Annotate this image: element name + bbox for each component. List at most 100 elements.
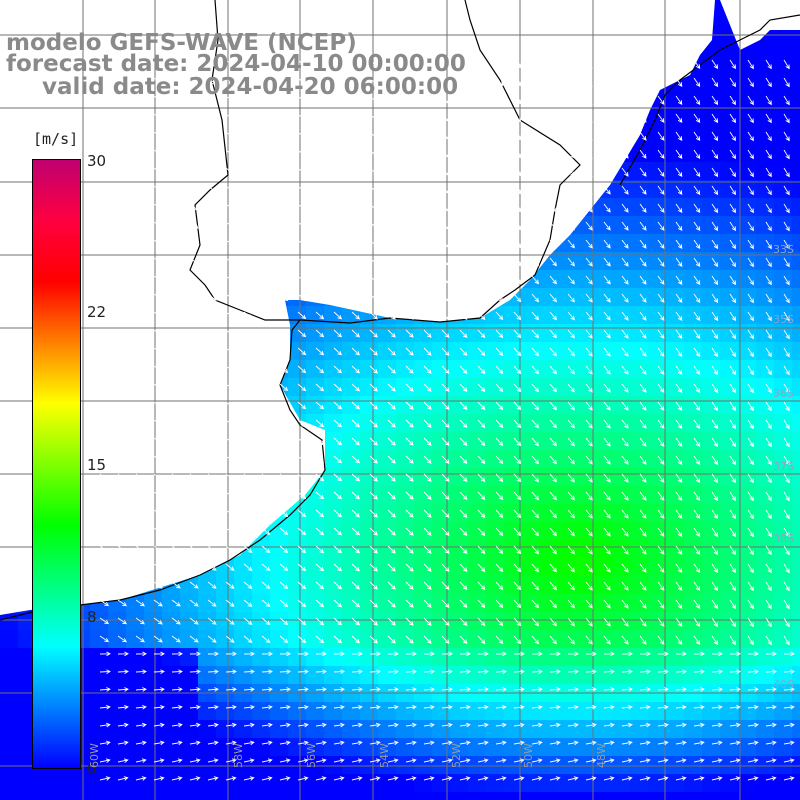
wind-arrow — [333, 491, 343, 500]
field-cell — [702, 612, 720, 630]
field-cell — [36, 774, 54, 792]
field-cell — [738, 522, 756, 540]
field-cell — [414, 360, 432, 378]
wind-arrow — [117, 419, 127, 427]
wind-arrow — [639, 635, 647, 645]
wind-arrow — [171, 491, 181, 499]
wind-arrow — [657, 59, 665, 69]
field-cell — [792, 126, 800, 144]
wind-arrow — [387, 203, 396, 212]
wind-arrow — [567, 509, 575, 519]
field-cell — [414, 396, 432, 414]
wind-arrow — [567, 455, 575, 465]
wind-arrow — [765, 669, 777, 674]
wind-arrow — [333, 149, 343, 158]
wind-arrow — [585, 687, 597, 692]
wind-arrow — [693, 509, 701, 520]
wind-arrow — [369, 473, 378, 482]
field-cell — [684, 306, 702, 324]
wind-arrow — [171, 545, 181, 553]
field-cell — [576, 450, 594, 468]
field-cell — [468, 468, 486, 486]
field-cell — [378, 504, 396, 522]
wind-arrow — [549, 221, 557, 231]
wind-arrow — [225, 221, 235, 229]
field-cell — [792, 108, 800, 126]
wind-arrow — [747, 669, 759, 674]
wind-arrow — [549, 131, 557, 141]
wind-arrow — [117, 491, 127, 499]
wind-arrow — [783, 257, 790, 268]
field-cell — [216, 756, 234, 774]
field-cell — [630, 630, 648, 648]
field-cell — [396, 630, 414, 648]
field-cell — [774, 180, 792, 198]
wind-arrow — [261, 221, 271, 230]
colorbar-tick-0: 0 — [87, 760, 97, 778]
wind-arrow — [405, 581, 414, 590]
wind-arrow — [459, 257, 468, 267]
wind-arrow — [783, 687, 795, 692]
field-cell — [288, 378, 306, 396]
wind-arrow — [315, 59, 325, 68]
wind-arrow — [243, 617, 253, 625]
wind-arrow — [243, 473, 253, 481]
field-cell — [378, 576, 396, 594]
field-cell — [324, 432, 342, 450]
wind-arrow — [405, 740, 417, 746]
wind-arrow — [189, 491, 199, 499]
wind-arrow — [459, 491, 468, 501]
wind-arrow — [585, 563, 593, 573]
wind-arrow — [747, 149, 754, 160]
wind-arrow — [603, 293, 611, 303]
wind-arrow — [333, 617, 343, 626]
wind-arrow — [657, 293, 665, 303]
wind-arrow — [765, 293, 772, 304]
wind-arrow — [783, 491, 790, 502]
wind-arrow — [99, 776, 111, 781]
wind-arrow — [477, 563, 486, 573]
wind-arrow — [765, 563, 772, 574]
wind-arrow — [351, 275, 360, 284]
wind-arrow — [405, 669, 417, 674]
field-cell — [198, 738, 216, 756]
wind-arrow — [621, 149, 629, 159]
wind-arrow — [639, 131, 647, 141]
field-cell — [486, 396, 504, 414]
wind-arrow — [189, 401, 199, 409]
field-cell — [612, 234, 630, 252]
field-cell — [774, 432, 792, 450]
wind-arrow — [495, 740, 507, 746]
wind-arrow — [783, 581, 790, 592]
wind-arrow — [297, 77, 307, 86]
wind-arrow — [153, 581, 163, 589]
field-cell — [0, 612, 18, 630]
wind-arrow — [459, 509, 468, 519]
wind-arrow — [135, 311, 145, 319]
field-cell — [324, 450, 342, 468]
field-cell — [738, 774, 756, 792]
wind-arrow — [387, 669, 399, 674]
field-cell — [594, 342, 612, 360]
wind-arrow — [765, 131, 772, 142]
field-cell — [324, 720, 342, 738]
wind-arrow — [513, 455, 522, 465]
wind-arrow — [387, 383, 396, 392]
wind-arrow — [513, 491, 522, 501]
field-cell — [324, 702, 342, 720]
field-cell — [522, 468, 540, 486]
wind-arrow — [135, 473, 145, 481]
wind-arrow — [207, 455, 217, 463]
field-cell — [756, 234, 774, 252]
wind-arrow — [351, 669, 363, 674]
wind-arrow — [783, 383, 790, 394]
wind-arrow — [423, 776, 435, 781]
wind-arrow — [153, 59, 163, 67]
field-cell — [396, 720, 414, 738]
field-cell — [540, 342, 558, 360]
wind-arrow — [477, 167, 486, 177]
field-cell — [756, 288, 774, 306]
field-cell — [18, 792, 36, 800]
field-cell — [486, 522, 504, 540]
wind-arrow — [513, 740, 525, 746]
